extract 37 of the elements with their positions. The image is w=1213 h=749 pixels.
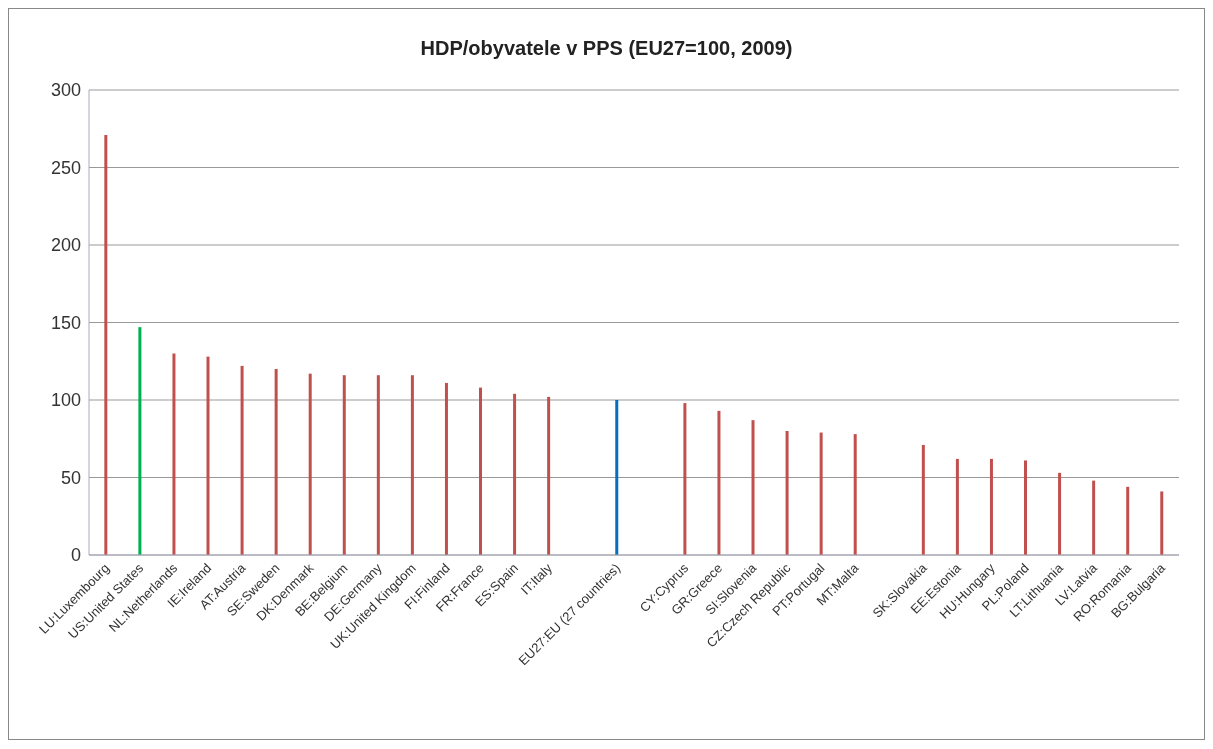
- y-tick-label: 100: [50, 390, 81, 411]
- bar: [615, 400, 619, 555]
- bar: [683, 403, 687, 555]
- bar: [138, 327, 142, 555]
- bar: [1092, 480, 1096, 555]
- bar: [1058, 472, 1062, 555]
- bar: [955, 458, 959, 555]
- bar: [274, 369, 278, 555]
- bar: [921, 444, 925, 555]
- bar: [104, 134, 108, 555]
- bar: [410, 375, 414, 555]
- bar: [717, 410, 721, 555]
- bar: [342, 375, 346, 555]
- y-tick-label: 300: [50, 80, 81, 101]
- bar: [819, 432, 823, 555]
- bar: [1160, 491, 1164, 555]
- y-tick-label: 150: [50, 312, 81, 333]
- bar: [1024, 460, 1028, 555]
- bar: [376, 375, 380, 555]
- bar: [206, 356, 210, 555]
- y-tick-label: 0: [70, 545, 81, 566]
- bar: [172, 353, 176, 555]
- bar: [444, 382, 448, 555]
- bar: [785, 431, 789, 555]
- bar: [513, 393, 517, 555]
- bar: [547, 396, 551, 555]
- bar: [989, 458, 993, 555]
- bar: [751, 420, 755, 555]
- bar: [240, 365, 244, 555]
- y-tick-label: 50: [60, 467, 81, 488]
- y-tick-label: 250: [50, 157, 81, 178]
- bar: [1126, 486, 1130, 555]
- bar: [853, 434, 857, 555]
- chart-title: HDP/obyvatele v PPS (EU27=100, 2009): [419, 37, 794, 60]
- bar: [308, 373, 312, 555]
- y-tick-label: 200: [50, 235, 81, 256]
- bar: [479, 387, 483, 555]
